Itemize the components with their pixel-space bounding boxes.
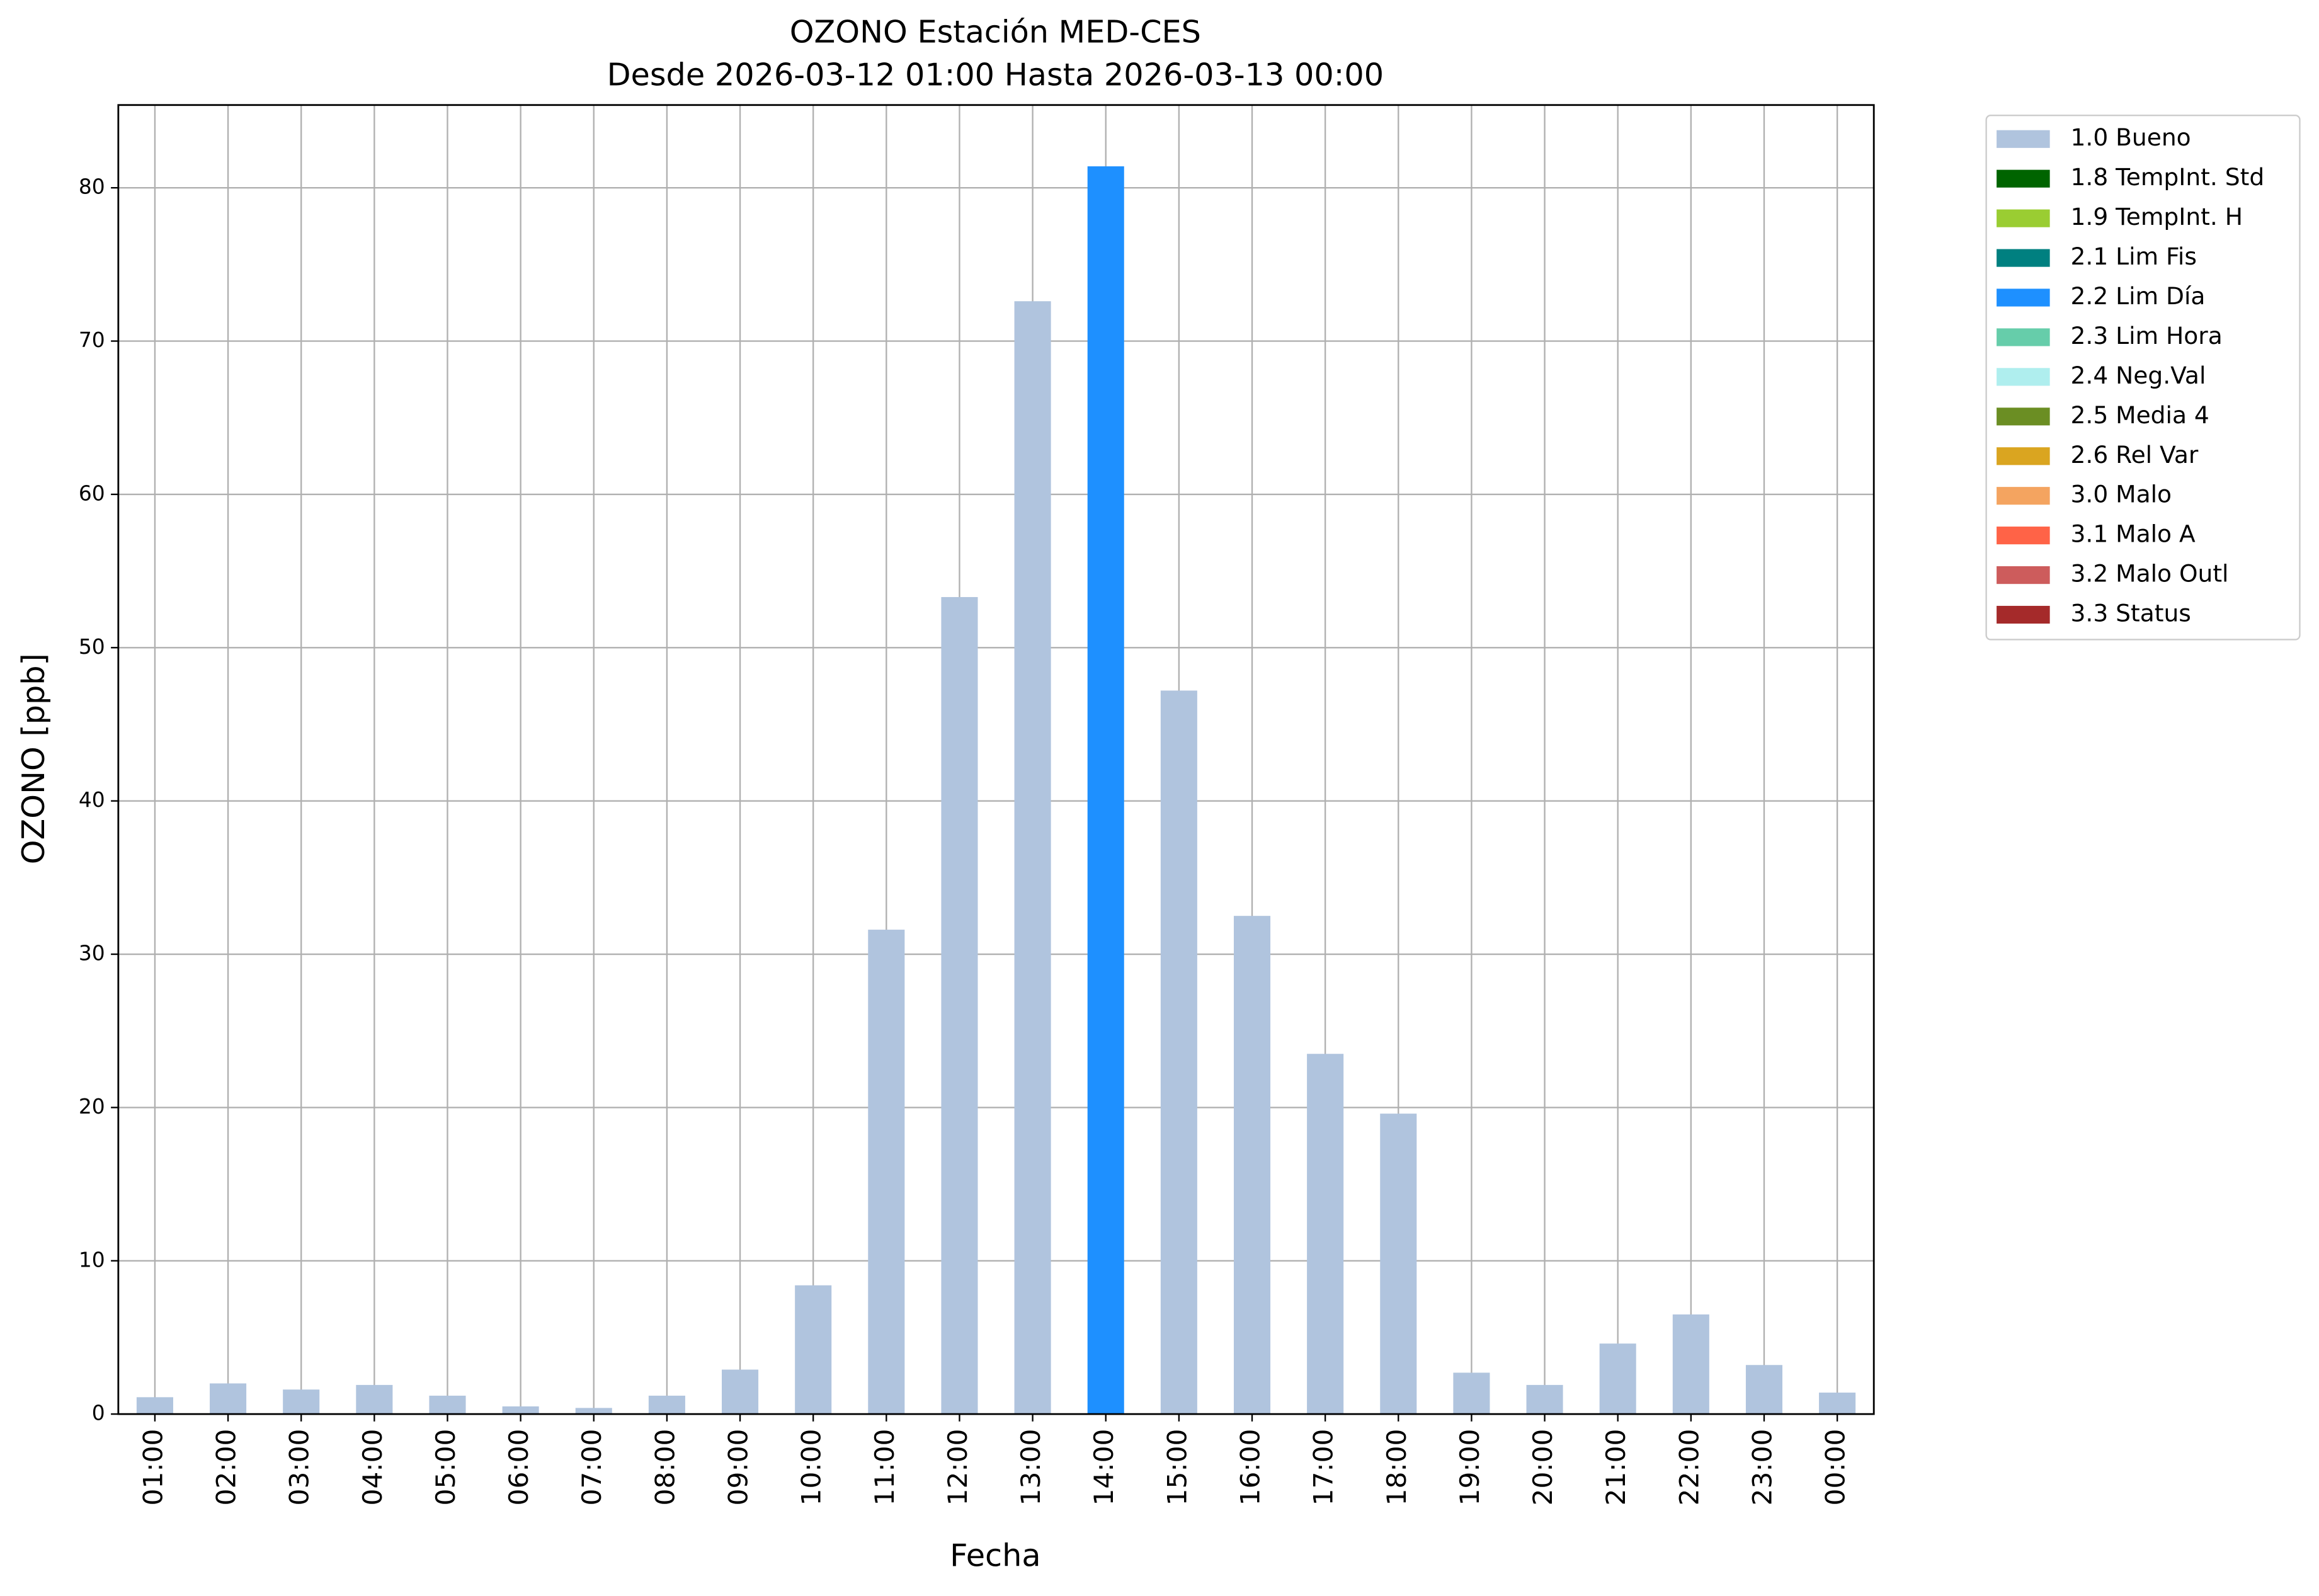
bar <box>1599 1343 1636 1415</box>
y-tick-label: 60 <box>79 481 105 505</box>
x-tick-label: 21:00 <box>1600 1429 1631 1506</box>
bar <box>210 1383 247 1415</box>
bar <box>1160 690 1197 1415</box>
x-tick-label: 23:00 <box>1746 1429 1777 1506</box>
y-tick-label: 50 <box>79 634 105 659</box>
legend-swatch <box>1997 566 2050 584</box>
bar <box>941 596 978 1415</box>
x-axis-label: Fecha <box>950 1537 1041 1573</box>
bar <box>1380 1114 1417 1415</box>
bar <box>1233 916 1271 1415</box>
bar <box>429 1395 466 1415</box>
x-tick-label: 11:00 <box>869 1429 900 1506</box>
y-tick-label: 0 <box>92 1401 105 1425</box>
legend-label: 1.8 TempInt. Std <box>2071 163 2265 191</box>
x-tick-label: 18:00 <box>1381 1429 1412 1506</box>
legend-label: 2.1 Lim Fis <box>2071 242 2197 270</box>
bar <box>1014 301 1051 1415</box>
x-tick-label: 09:00 <box>723 1429 754 1506</box>
y-tick-label: 40 <box>79 787 105 812</box>
chart-subtitle: Desde 2026-03-12 01:00 Hasta 2026-03-13 … <box>607 57 1384 93</box>
bar <box>136 1397 173 1415</box>
bar <box>722 1369 759 1415</box>
legend-swatch <box>1997 605 2050 624</box>
x-tick-label: 20:00 <box>1527 1429 1558 1506</box>
x-tick-label: 06:00 <box>503 1429 534 1506</box>
bar <box>1745 1365 1783 1415</box>
legend-label: 1.0 Bueno <box>2071 123 2191 151</box>
legend-swatch <box>1997 328 2050 346</box>
bar <box>1307 1054 1344 1415</box>
bar <box>1453 1372 1490 1415</box>
legend-swatch <box>1997 249 2050 267</box>
x-tick-label: 03:00 <box>284 1429 315 1506</box>
bar <box>575 1408 612 1415</box>
x-tick-label: 16:00 <box>1235 1429 1266 1506</box>
bar <box>1087 166 1124 1415</box>
x-tick-label: 13:00 <box>1015 1429 1046 1506</box>
x-tick-label: 15:00 <box>1161 1429 1192 1506</box>
legend-swatch <box>1997 288 2050 307</box>
x-tick-label: 07:00 <box>576 1429 607 1506</box>
legend-box <box>1985 115 2301 641</box>
x-tick-label: 05:00 <box>430 1429 461 1506</box>
y-tick-label: 80 <box>79 174 105 199</box>
bar <box>502 1406 539 1415</box>
bar <box>1672 1314 1709 1415</box>
x-tick-label: 22:00 <box>1673 1429 1704 1506</box>
bar <box>1526 1384 1563 1415</box>
legend-swatch <box>1997 130 2050 148</box>
y-tick-label: 10 <box>79 1247 105 1272</box>
x-tick-label: 02:00 <box>211 1429 242 1506</box>
legend-label: 2.3 Lim Hora <box>2071 322 2223 350</box>
y-tick-label: 20 <box>79 1094 105 1119</box>
bar <box>283 1389 320 1415</box>
x-tick-label: 00:00 <box>1820 1429 1851 1506</box>
legend-label: 3.0 Malo <box>2071 481 2172 508</box>
legend-swatch <box>1997 209 2050 227</box>
legend-swatch <box>1997 447 2050 465</box>
legend-label: 2.4 Neg.Val <box>2071 362 2206 389</box>
plot-frame <box>117 104 1875 1415</box>
x-tick-label: 12:00 <box>942 1429 973 1506</box>
bar <box>356 1384 393 1415</box>
legend-swatch <box>1997 408 2050 426</box>
bar <box>648 1395 685 1415</box>
x-tick-label: 01:00 <box>137 1429 168 1506</box>
legend-label: 1.9 TempInt. H <box>2071 203 2243 231</box>
legend-swatch <box>1997 368 2050 386</box>
x-tick-label: 19:00 <box>1454 1429 1485 1506</box>
x-tick-label: 04:00 <box>357 1429 388 1506</box>
legend-label: 2.6 Rel Var <box>2071 441 2199 469</box>
legend-label: 3.2 Malo Outl <box>2071 560 2229 588</box>
bar <box>1819 1393 1856 1415</box>
legend-label: 3.3 Status <box>2071 600 2191 627</box>
bar <box>868 930 905 1415</box>
legend-swatch <box>1997 169 2050 188</box>
legend-label: 2.5 Media 4 <box>2071 401 2209 429</box>
legend-swatch <box>1997 527 2050 545</box>
legend-swatch <box>1997 487 2050 505</box>
x-tick-label: 10:00 <box>796 1429 827 1506</box>
legend-label: 3.1 Malo A <box>2071 520 2196 548</box>
x-tick-label: 08:00 <box>649 1429 680 1506</box>
x-tick-label: 14:00 <box>1088 1429 1119 1506</box>
y-tick-label: 30 <box>79 941 105 966</box>
y-axis-label: OZONO [ppb] <box>15 653 52 864</box>
x-tick-label: 17:00 <box>1308 1429 1339 1506</box>
y-tick-label: 70 <box>79 328 105 352</box>
bar <box>795 1285 832 1415</box>
chart-title: OZONO Estación MED-CES <box>790 14 1201 50</box>
legend-label: 2.2 Lim Día <box>2071 282 2206 310</box>
